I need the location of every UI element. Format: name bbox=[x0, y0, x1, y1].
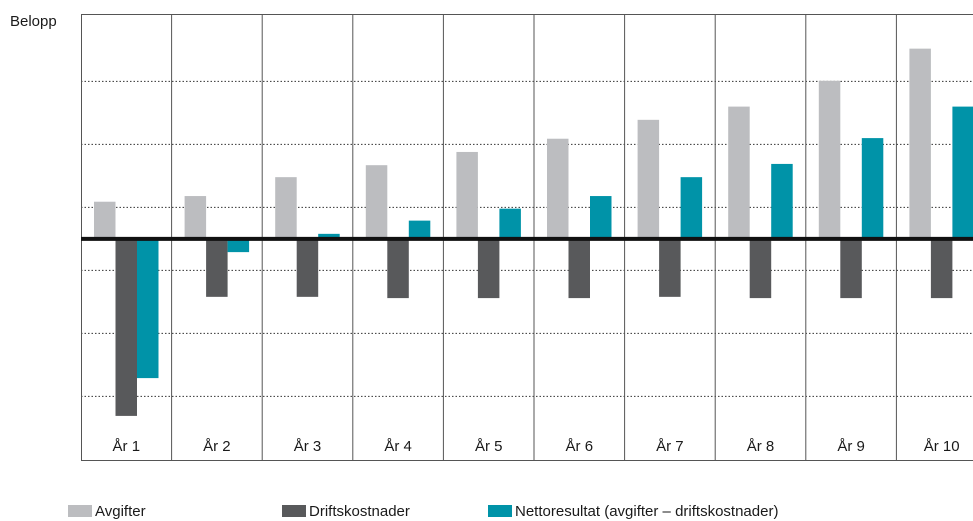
x-tick-label: År 9 bbox=[837, 438, 865, 455]
legend-swatch bbox=[282, 505, 306, 517]
bar bbox=[771, 163, 793, 239]
x-tick-label: År 8 bbox=[747, 438, 775, 455]
bar bbox=[499, 208, 521, 239]
bar bbox=[590, 196, 612, 239]
bar bbox=[568, 238, 590, 299]
x-tick-label: År 7 bbox=[656, 438, 684, 455]
bar bbox=[408, 220, 431, 239]
bar bbox=[909, 48, 931, 239]
legend-label: Nettoresultat (avgifter – driftskostnade… bbox=[515, 503, 778, 520]
x-tick-label: År 4 bbox=[384, 438, 412, 455]
bar bbox=[275, 177, 297, 239]
bar bbox=[387, 238, 409, 299]
bar bbox=[184, 196, 207, 239]
x-tick-label: År 3 bbox=[294, 438, 322, 455]
bar bbox=[728, 106, 750, 239]
bar bbox=[637, 119, 660, 239]
bar bbox=[318, 233, 340, 239]
bar bbox=[818, 80, 841, 239]
legend-label: Driftskostnader bbox=[309, 503, 410, 520]
bar bbox=[547, 138, 569, 239]
bar bbox=[659, 238, 681, 297]
x-tick-label: År 2 bbox=[203, 438, 231, 455]
bar bbox=[137, 238, 159, 379]
bar bbox=[365, 165, 388, 239]
bar bbox=[952, 106, 973, 239]
bar bbox=[227, 238, 250, 253]
bar bbox=[296, 238, 319, 297]
x-tick-label: År 1 bbox=[113, 438, 141, 455]
bar bbox=[94, 201, 116, 239]
bar bbox=[930, 238, 953, 299]
bar bbox=[206, 238, 228, 297]
legend-swatch bbox=[488, 505, 512, 517]
bar bbox=[477, 238, 500, 299]
legend-swatch bbox=[68, 505, 92, 517]
x-tick-label: År 5 bbox=[475, 438, 503, 455]
bar bbox=[456, 151, 478, 239]
legend-label: Avgifter bbox=[95, 503, 146, 520]
bar bbox=[115, 238, 137, 416]
x-tick-label: År 10 bbox=[924, 438, 960, 455]
bar bbox=[840, 238, 862, 299]
y-axis-label: Belopp bbox=[10, 13, 57, 30]
x-tick-label: År 6 bbox=[566, 438, 594, 455]
bar bbox=[680, 177, 703, 239]
bar bbox=[861, 138, 884, 239]
bar bbox=[749, 238, 772, 299]
